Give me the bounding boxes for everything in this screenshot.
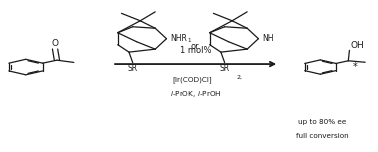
Text: NHR: NHR <box>170 34 187 43</box>
Text: NH: NH <box>262 34 274 43</box>
Text: OH: OH <box>350 41 364 50</box>
Text: SR: SR <box>220 64 230 73</box>
Text: *: * <box>353 62 358 72</box>
Text: up to 80% ee: up to 80% ee <box>298 119 346 125</box>
Text: $\it{i}$-PrOK, $\it{i}$-PrOH: $\it{i}$-PrOK, $\it{i}$-PrOH <box>170 89 221 99</box>
Text: 2,: 2, <box>236 74 242 79</box>
Text: 1: 1 <box>187 38 191 43</box>
Text: SR: SR <box>128 64 138 73</box>
Text: O: O <box>51 39 59 48</box>
Text: full conversion: full conversion <box>296 133 349 139</box>
Text: 1 mol%: 1 mol% <box>180 46 211 55</box>
Text: or: or <box>190 42 199 51</box>
Text: [Ir(COD)Cl]: [Ir(COD)Cl] <box>172 76 212 83</box>
